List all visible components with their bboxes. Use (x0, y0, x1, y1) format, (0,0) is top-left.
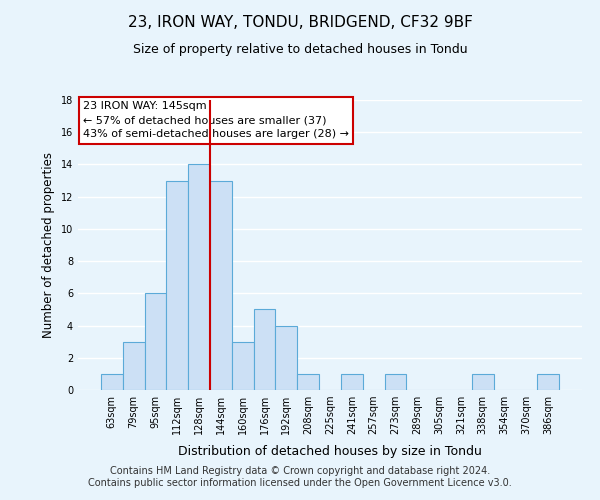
Bar (472, 374, 494, 390)
Bar (101, 374, 123, 390)
Text: 23 IRON WAY: 145sqm
← 57% of detached houses are smaller (37)
43% of semi-detach: 23 IRON WAY: 145sqm ← 57% of detached ho… (83, 102, 349, 140)
Bar (145, 294, 166, 390)
Bar (188, 164, 210, 390)
Bar (275, 326, 297, 390)
Text: 23, IRON WAY, TONDU, BRIDGEND, CF32 9BF: 23, IRON WAY, TONDU, BRIDGEND, CF32 9BF (128, 15, 472, 30)
X-axis label: Distribution of detached houses by size in Tondu: Distribution of detached houses by size … (178, 446, 482, 458)
Bar (385, 374, 406, 390)
Bar (166, 180, 188, 390)
Text: Size of property relative to detached houses in Tondu: Size of property relative to detached ho… (133, 42, 467, 56)
Bar (254, 310, 275, 390)
Y-axis label: Number of detached properties: Number of detached properties (42, 152, 55, 338)
Bar (210, 180, 232, 390)
Bar (123, 342, 145, 390)
Bar (537, 374, 559, 390)
Bar (232, 342, 254, 390)
Bar (297, 374, 319, 390)
Text: Contains HM Land Registry data © Crown copyright and database right 2024.
Contai: Contains HM Land Registry data © Crown c… (88, 466, 512, 487)
Bar (341, 374, 363, 390)
